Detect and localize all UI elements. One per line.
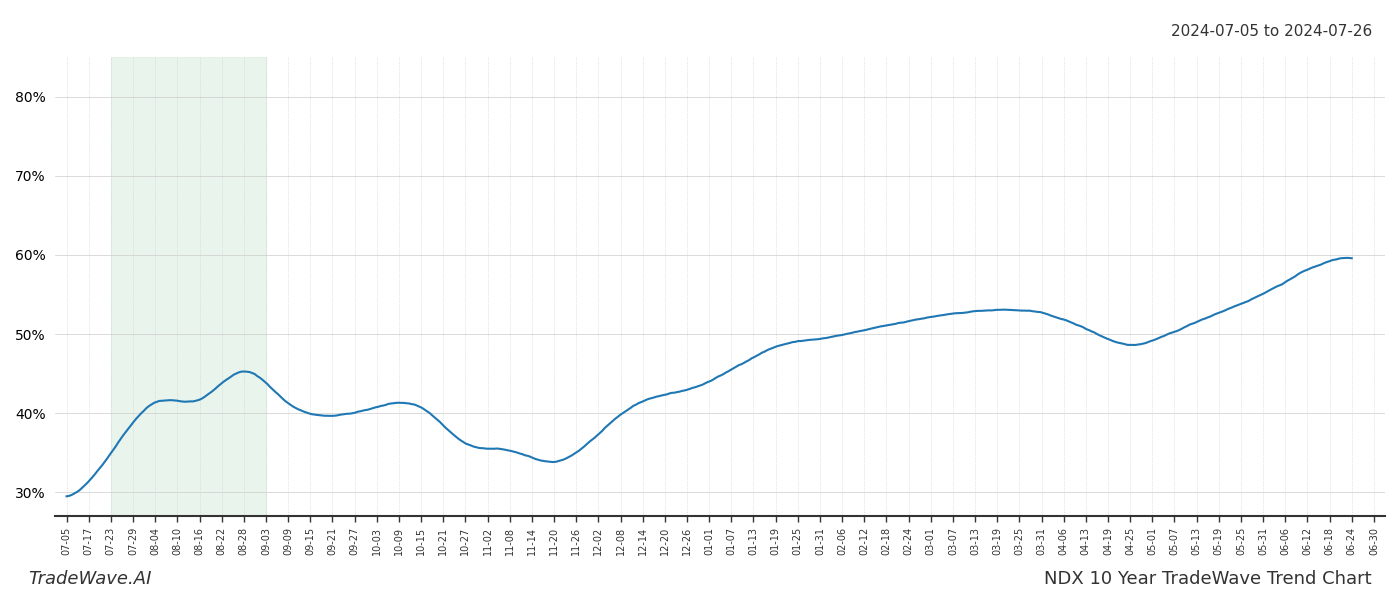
- Text: 2024-07-05 to 2024-07-26: 2024-07-05 to 2024-07-26: [1170, 24, 1372, 39]
- Text: NDX 10 Year TradeWave Trend Chart: NDX 10 Year TradeWave Trend Chart: [1044, 570, 1372, 588]
- Bar: [111, 57, 266, 516]
- Text: TradeWave.AI: TradeWave.AI: [28, 570, 151, 588]
